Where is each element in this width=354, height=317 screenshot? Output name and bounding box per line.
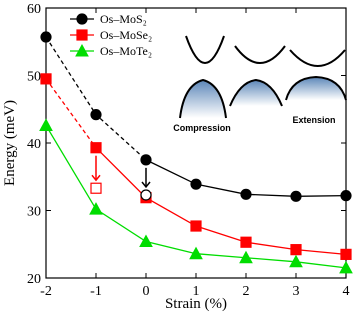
marker: [289, 254, 303, 268]
marker: [76, 13, 88, 25]
band-curve: [179, 78, 227, 119]
marker: [339, 260, 353, 274]
marker: [190, 220, 202, 232]
marker: [89, 202, 103, 215]
y-tick-label: 20: [27, 272, 41, 287]
annotation: Compression: [173, 123, 231, 133]
x-tick-label: 4: [343, 284, 350, 299]
marker: [140, 189, 152, 201]
band-curve: [229, 78, 283, 107]
x-tick-label: -1: [90, 284, 102, 299]
marker: [140, 154, 152, 166]
series-line: [45, 78, 97, 149]
marker: [239, 250, 253, 264]
y-tick-label: 60: [27, 2, 41, 17]
marker: [90, 142, 102, 154]
arrow-head: [141, 181, 151, 189]
marker: [189, 246, 203, 260]
inset: [179, 35, 347, 119]
x-axis-label: Strain (%): [165, 296, 227, 312]
arrow-head: [91, 174, 101, 182]
x-tick-label: 0: [143, 284, 150, 299]
x-tick-label: 1: [193, 284, 200, 299]
marker: [40, 31, 52, 43]
legend-label: Os–MoSe₂: [100, 28, 152, 42]
marker: [340, 248, 352, 260]
marker: [290, 244, 302, 256]
band-fill: [180, 80, 226, 118]
marker: [75, 43, 89, 57]
y-tick-label: 30: [27, 205, 41, 220]
band-curve: [285, 75, 347, 101]
marker: [40, 73, 52, 85]
marker: [90, 182, 102, 194]
x-tick-label: 3: [293, 284, 300, 299]
marker: [39, 118, 53, 131]
x-tick-label: 2: [243, 284, 250, 299]
series-line: [95, 147, 347, 256]
marker: [240, 188, 252, 200]
x-tick-label: -2: [40, 284, 52, 299]
y-tick-label: 50: [27, 70, 41, 85]
y-tick-label: 40: [27, 137, 41, 152]
band-curve: [289, 49, 346, 67]
legend-label: Os–MoTe₂: [100, 44, 152, 58]
band-fill: [286, 77, 346, 100]
marker: [139, 234, 153, 248]
marker: [190, 178, 202, 190]
marker: [76, 29, 88, 41]
band-curve: [185, 35, 225, 64]
y-axis-label: Energy (meV): [2, 100, 18, 186]
marker: [90, 109, 102, 121]
annotation: Extension: [292, 115, 335, 125]
marker: [240, 236, 252, 248]
marker: [290, 190, 302, 202]
legend-label: Os–MoS₂: [100, 12, 147, 26]
marker: [340, 190, 352, 202]
band-curve: [234, 45, 286, 64]
